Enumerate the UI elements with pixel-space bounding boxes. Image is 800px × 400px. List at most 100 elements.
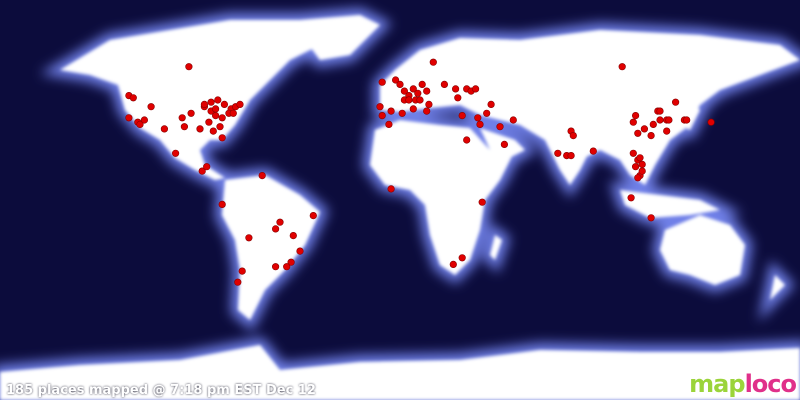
place-marker[interactable] [160,125,168,133]
place-marker[interactable] [218,200,226,208]
place-marker[interactable] [452,85,460,93]
place-marker[interactable] [387,185,395,193]
place-marker[interactable] [125,114,133,122]
place-marker[interactable] [458,254,466,262]
place-marker[interactable] [472,85,480,93]
place-marker[interactable] [640,125,649,133]
place-marker[interactable] [396,80,404,88]
place-marker[interactable] [496,123,504,131]
place-marker[interactable] [209,127,217,135]
place-marker[interactable] [212,105,220,113]
place-marker[interactable] [423,107,431,115]
place-marker[interactable] [229,109,237,117]
place-marker[interactable] [423,87,431,95]
place-marker[interactable] [398,109,406,117]
place-marker[interactable] [665,116,673,124]
place-marker[interactable] [416,96,424,104]
place-marker[interactable] [309,212,317,220]
place-marker[interactable] [414,89,422,97]
place-marker[interactable] [627,194,635,202]
place-marker[interactable] [129,94,137,102]
place-marker[interactable] [187,109,195,117]
place-marker[interactable] [634,174,642,182]
place-marker[interactable] [185,63,193,71]
place-marker[interactable] [409,85,417,93]
place-marker[interactable] [387,107,395,115]
place-marker[interactable] [418,80,426,88]
place-marker[interactable] [140,116,148,124]
place-marker[interactable] [476,120,484,128]
place-marker[interactable] [214,96,222,104]
place-marker[interactable] [287,258,295,266]
place-marker[interactable] [636,154,644,162]
place-marker[interactable] [238,267,246,275]
place-marker[interactable] [638,160,646,168]
place-marker[interactable] [474,114,482,122]
place-marker[interactable] [218,114,226,122]
place-marker[interactable] [283,263,291,271]
place-marker[interactable] [220,100,228,108]
place-marker[interactable] [172,149,180,157]
place-marker[interactable] [203,163,211,171]
place-marker[interactable] [663,127,671,135]
place-marker[interactable] [629,118,637,126]
place-marker[interactable] [478,198,486,206]
place-marker[interactable] [487,100,495,108]
place-marker[interactable] [554,149,562,157]
place-marker[interactable] [569,132,577,140]
place-marker[interactable] [276,218,284,226]
place-marker[interactable] [212,111,220,120]
place-marker[interactable] [180,123,188,131]
place-marker[interactable] [205,118,213,126]
place-marker[interactable] [147,103,155,111]
place-marker[interactable] [207,98,215,106]
place-marker[interactable] [649,120,657,128]
place-marker[interactable] [483,109,491,117]
place-marker[interactable] [683,116,691,124]
place-marker[interactable] [647,132,655,140]
place-marker[interactable] [463,136,471,144]
place-marker[interactable] [656,116,664,124]
place-marker[interactable] [671,98,680,106]
place-marker[interactable] [200,100,208,108]
place-marker[interactable] [409,105,417,113]
place-marker[interactable] [272,225,280,233]
maploco-logo[interactable]: maploco [689,370,797,398]
place-marker[interactable] [236,100,244,108]
place-marker[interactable] [400,87,409,95]
place-marker[interactable] [454,94,462,102]
place-marker[interactable] [234,278,242,286]
place-marker[interactable] [647,214,655,222]
place-marker[interactable] [567,152,575,160]
place-marker[interactable] [631,163,640,171]
place-marker[interactable] [245,234,253,242]
place-marker[interactable] [425,100,433,108]
place-marker[interactable] [631,111,640,120]
place-marker[interactable] [378,78,386,86]
place-marker[interactable] [196,125,204,133]
place-marker[interactable] [385,120,393,128]
place-marker[interactable] [216,123,224,131]
place-marker[interactable] [392,76,400,84]
place-marker[interactable] [272,263,280,271]
place-marker[interactable] [405,96,413,104]
place-marker[interactable] [449,260,457,269]
place-marker[interactable] [296,247,304,255]
place-marker[interactable] [429,58,437,66]
place-marker[interactable] [656,107,664,115]
place-marker[interactable] [178,114,186,122]
place-marker[interactable] [707,118,715,126]
place-marker[interactable] [258,172,266,180]
place-marker[interactable] [589,147,597,155]
place-marker[interactable] [509,116,517,124]
place-marker[interactable] [289,232,297,240]
place-marker[interactable] [638,167,646,175]
place-marker[interactable] [378,111,386,120]
place-marker[interactable] [629,149,637,157]
place-marker[interactable] [218,134,226,142]
place-marker[interactable] [618,63,626,71]
place-marker[interactable] [458,111,466,120]
place-marker[interactable] [634,129,642,137]
